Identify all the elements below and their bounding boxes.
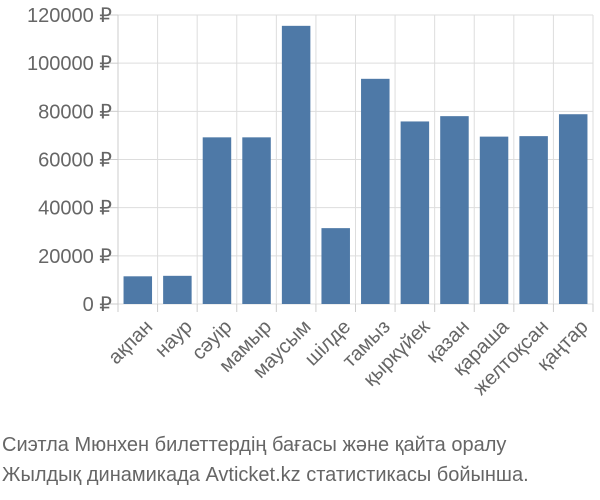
bar-мамыр — [242, 137, 271, 304]
y-tick-label: 100000 ₽ — [27, 53, 112, 75]
chart-caption: Сиэтла Мюнхен билеттердің бағасы және қа… — [2, 430, 600, 490]
x-axis: ақпаннаурсәуірмамырмаусымшілдетамызқыркү… — [104, 304, 594, 400]
bars — [123, 25, 588, 305]
bar-наур — [163, 275, 192, 304]
y-tick-label: 40000 ₽ — [38, 198, 112, 220]
caption-line-1: Сиэтла Мюнхен билеттердің бағасы және қа… — [2, 434, 507, 456]
bar-ақпан — [123, 276, 153, 304]
bar-шілде — [321, 228, 350, 304]
bar-сәуір — [202, 137, 232, 304]
y-axis: 0 ₽ 20000 ₽ 40000 ₽ 60000 ₽ 80000 ₽ 100000 ₽ 1… — [27, 5, 119, 316]
y-tick-label: 60000 ₽ — [38, 150, 112, 172]
bar-маусым — [281, 25, 311, 305]
y-tick-label: 80000 ₽ — [38, 101, 112, 123]
bar-тамыз — [361, 78, 390, 304]
x-tick-label: наур — [151, 316, 197, 362]
grid-lines — [117, 14, 594, 305]
y-tick-label: 120000 ₽ — [27, 5, 112, 27]
bar-желтоқсан — [519, 136, 548, 304]
y-tick-label: 0 ₽ — [83, 294, 113, 316]
bar-қыркүйек — [400, 121, 430, 304]
caption-line-2: Жылдық динамикада Avticket.kz статистика… — [2, 464, 529, 486]
bar-chart: 0 ₽ 20000 ₽ 40000 ₽ 60000 ₽ 80000 ₽ 100000 ₽ 1… — [27, 5, 594, 400]
bar-қаңтар — [558, 114, 588, 305]
bar-қазан — [440, 116, 469, 305]
bar-қараша — [479, 136, 509, 304]
x-tick-label: ақпан — [104, 316, 157, 369]
y-tick-label: 20000 ₽ — [38, 246, 112, 268]
